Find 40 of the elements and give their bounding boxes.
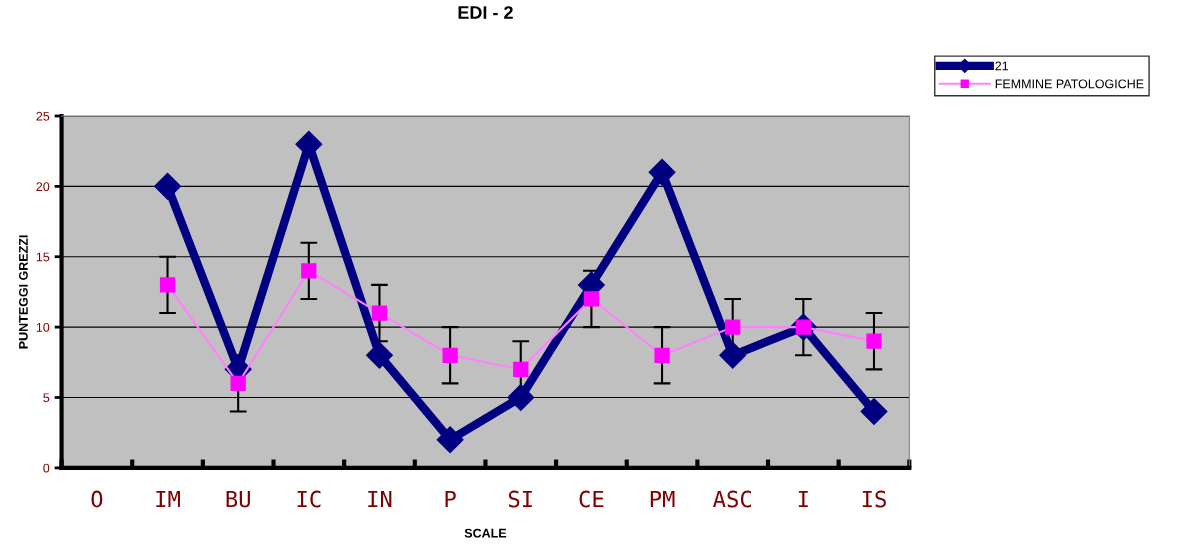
point xyxy=(866,333,882,349)
x-tick-label: O xyxy=(91,490,103,508)
point xyxy=(154,172,181,200)
point xyxy=(230,375,246,392)
point xyxy=(513,361,529,377)
point xyxy=(366,341,393,369)
point xyxy=(507,384,535,411)
point xyxy=(301,263,317,279)
y-axis-title: PUNTEGGI GREZZI xyxy=(18,235,28,349)
point xyxy=(654,347,670,363)
x-tick-label: CE xyxy=(579,490,604,508)
x-tick-label: P xyxy=(445,490,456,508)
x-tick-label: ASC xyxy=(713,490,752,508)
point xyxy=(860,398,888,426)
y-tick-label: 10 xyxy=(36,322,50,332)
point xyxy=(159,277,176,293)
y-tick-label: 20 xyxy=(36,182,50,192)
point xyxy=(371,305,388,321)
point xyxy=(436,426,464,454)
legend-label: 21 xyxy=(995,61,1009,71)
x-tick-label: IS xyxy=(862,490,886,508)
x-axis-title: SCALE xyxy=(464,528,507,538)
point xyxy=(648,158,676,186)
x-tick-label: I xyxy=(798,490,808,508)
x-tick-label: IN xyxy=(368,490,392,508)
y-tick-label: 5 xyxy=(43,393,50,403)
x-tick-label: BU xyxy=(226,490,250,508)
y-tick-label: 0 xyxy=(43,463,50,473)
x-tick-label: IM xyxy=(156,490,180,508)
point xyxy=(583,291,600,307)
point xyxy=(442,347,458,363)
chart-title: EDI - 2 xyxy=(458,6,513,19)
y-tick-label: 15 xyxy=(36,252,50,262)
y-tick-label: 25 xyxy=(36,111,50,121)
legend-label: FEMMINE PATOLOGICHE xyxy=(995,79,1144,89)
x-tick-label: PM xyxy=(650,490,675,508)
x-tick-label: SI xyxy=(508,490,532,508)
point xyxy=(719,341,747,369)
point xyxy=(725,319,741,335)
x-tick-label: IC xyxy=(297,490,321,508)
